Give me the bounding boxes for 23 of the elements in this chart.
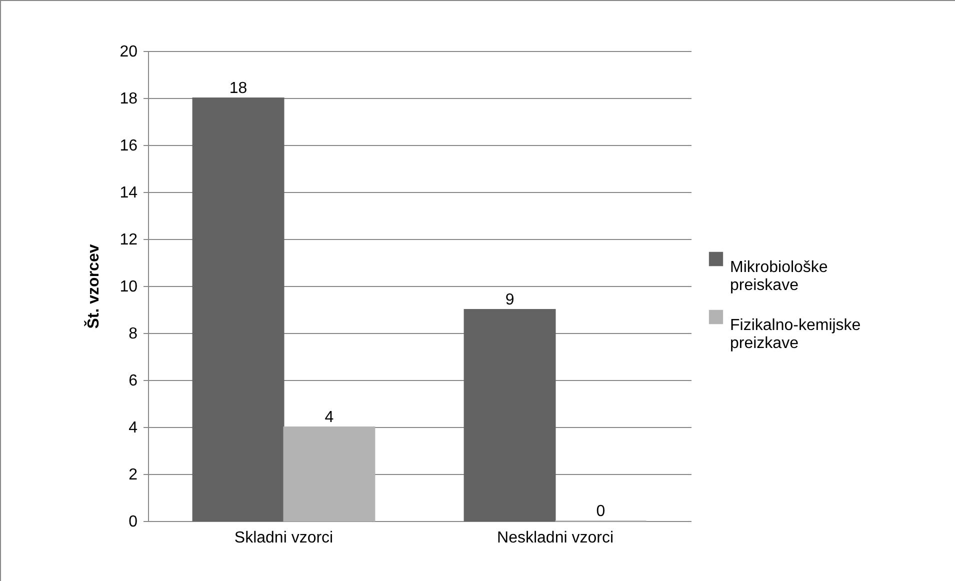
y-tick-label: 20 — [120, 44, 138, 60]
x-tick-label: Neskladni vzorci — [497, 530, 614, 546]
bar — [192, 98, 284, 522]
y-axis-title: Št. vzorcev — [84, 244, 103, 329]
legend-label: Mikrobiološke preiskave — [730, 259, 828, 294]
y-tick-label: 4 — [128, 420, 138, 436]
y-tick-label: 8 — [128, 326, 138, 342]
y-tick-label: 6 — [128, 372, 138, 390]
y-tick-label: 16 — [120, 138, 138, 154]
data-label: 0 — [596, 503, 606, 520]
y-tick-label: 0 — [128, 514, 138, 530]
y-tick-label: 10 — [120, 278, 138, 296]
x-tick-label: Skladni vzorci — [234, 530, 334, 546]
y-tick-label: 14 — [120, 184, 138, 202]
y-tick-label: 18 — [120, 90, 138, 108]
bar — [283, 426, 376, 522]
y-tick-label: 12 — [120, 232, 138, 248]
bar — [464, 309, 556, 522]
y-tick-label: 2 — [128, 466, 138, 484]
data-label: 18 — [229, 80, 248, 97]
data-label: 9 — [505, 292, 514, 308]
data-label: 4 — [324, 409, 334, 426]
legend-label: Fizikalno-kemijske preizkave — [730, 317, 861, 352]
